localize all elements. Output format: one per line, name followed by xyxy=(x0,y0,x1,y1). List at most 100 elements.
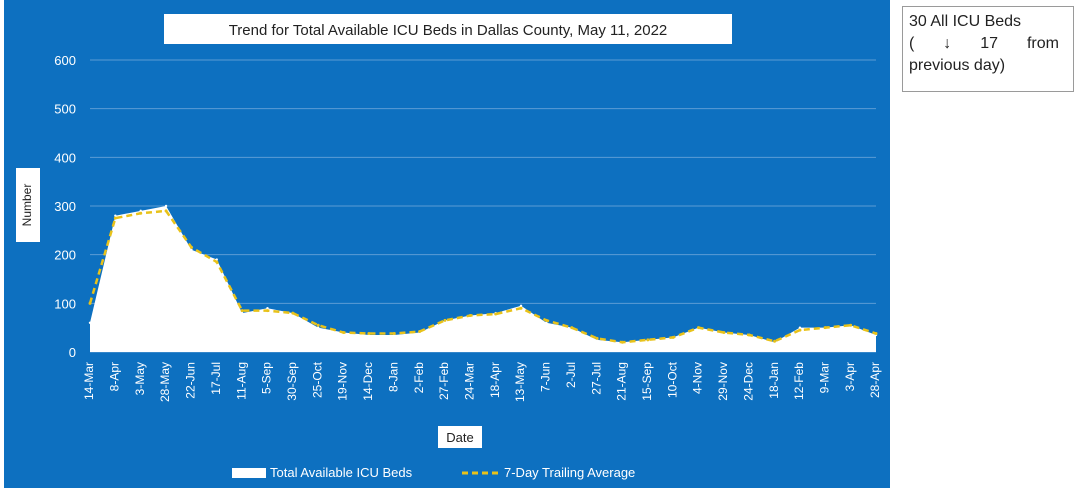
annotation-change-row: ( ↓ 17 from xyxy=(909,33,1059,55)
average-data-point xyxy=(747,333,751,337)
x-tick-label: 4-Nov xyxy=(691,362,705,394)
x-tick-label: 13-May xyxy=(513,362,527,402)
x-tick-label: 25-Oct xyxy=(310,361,324,398)
x-tick-label: 12-Feb xyxy=(792,362,806,400)
series-line-7-day-trailing-average xyxy=(88,209,877,344)
area-data-point xyxy=(545,321,548,324)
average-data-point xyxy=(367,332,371,336)
average-data-point xyxy=(443,318,447,322)
average-data-point xyxy=(823,326,827,330)
x-tick-label: 2-Feb xyxy=(412,362,426,394)
area-data-point xyxy=(798,326,802,329)
average-data-point xyxy=(798,328,802,332)
y-tick-label: 600 xyxy=(54,53,76,68)
average-data-point xyxy=(570,326,574,330)
x-tick-label: 2-Jul xyxy=(564,362,578,388)
x-tick-label: 30-Sep xyxy=(285,362,299,401)
x-tick-label: 27-Feb xyxy=(437,362,451,400)
average-data-point xyxy=(849,323,853,327)
x-tick-label: 14-Dec xyxy=(361,362,375,401)
average-data-point xyxy=(595,336,599,340)
y-tick-label: 100 xyxy=(54,296,76,311)
average-data-point xyxy=(88,301,92,305)
average-data-point xyxy=(316,323,320,327)
average-data-point xyxy=(620,340,624,344)
average-data-point xyxy=(418,330,422,334)
x-tick-label: 29-Nov xyxy=(716,362,730,401)
annotation-open-paren: ( xyxy=(909,35,915,52)
annotation-change-value: 17 xyxy=(980,35,999,52)
average-data-point xyxy=(139,211,143,215)
y-tick-label: 200 xyxy=(54,248,76,263)
x-tick-label: 15-Sep xyxy=(640,362,654,401)
y-tick-label: 0 xyxy=(69,345,76,360)
area-data-point xyxy=(215,258,218,261)
average-data-point xyxy=(189,245,193,249)
average-data-point xyxy=(722,331,726,335)
legend-label-7-day-trailing-average: 7-Day Trailing Average xyxy=(504,465,635,480)
x-tick-label: 3-Apr xyxy=(843,362,857,391)
area-data-point xyxy=(88,321,92,324)
average-data-point xyxy=(265,309,269,313)
annotation-box: 30 All ICU Beds ( ↓ 17 from previous day… xyxy=(902,6,1074,92)
x-tick-label: 28-Apr xyxy=(868,362,882,398)
x-tick-label: 27-Jul xyxy=(589,362,603,395)
x-axis-label: Date xyxy=(446,430,473,445)
area-data-point xyxy=(266,307,269,310)
x-tick-label: 3-May xyxy=(133,362,147,395)
legend-swatch-area xyxy=(232,468,266,478)
x-tick-label: 21-Aug xyxy=(615,362,629,401)
x-axis-label-box xyxy=(438,426,482,448)
x-tick-label: 24-Dec xyxy=(741,362,755,401)
average-data-point xyxy=(646,338,650,342)
average-data-point xyxy=(671,335,675,339)
x-tick-label: 18-Apr xyxy=(488,362,502,398)
average-data-point xyxy=(697,326,701,330)
average-data-point xyxy=(544,318,548,322)
chart-panel: 0 100 200 300 400 500 600 14-Mar 8-Apr 3-May 28-Ma… xyxy=(4,0,890,488)
series-area-total-available-icu-beds xyxy=(90,206,876,352)
average-data-point xyxy=(113,216,117,220)
chart-title: Trend for Total Available ICU Beds in Da… xyxy=(229,22,668,39)
area-data-point xyxy=(316,326,320,329)
area-data-point xyxy=(164,204,168,208)
x-tick-label: 10-Oct xyxy=(665,361,679,398)
average-data-point xyxy=(773,339,777,343)
average-data-point xyxy=(291,311,295,315)
x-tick-label: 17-Jul xyxy=(209,362,223,395)
y-tick-label: 500 xyxy=(54,102,76,117)
x-tick-label: 8-Jan xyxy=(386,362,400,392)
down-arrow-icon: ↓ xyxy=(943,35,952,52)
y-axis-label: Number xyxy=(20,184,34,227)
chart-svg: 0 100 200 300 400 500 600 14-Mar 8-Apr 3-May 28-Ma… xyxy=(16,14,882,480)
y-axis-label-box xyxy=(16,168,40,242)
x-tick-label: 22-Jun xyxy=(184,362,198,399)
average-data-point xyxy=(392,332,396,336)
x-tick-label: 5-Sep xyxy=(260,362,274,394)
area-data-point xyxy=(240,311,244,315)
area-data-point xyxy=(114,214,117,217)
average-data-point xyxy=(342,331,346,335)
average-data-point xyxy=(164,209,168,213)
average-data-point xyxy=(519,306,523,310)
annotation-line1: 30 All ICU Beds xyxy=(909,13,1022,30)
x-tick-label: 8-Apr xyxy=(108,362,122,391)
x-tick-label: 14-Mar xyxy=(82,362,96,400)
area-data-point xyxy=(190,248,193,251)
area-data-point xyxy=(519,304,523,307)
average-data-point xyxy=(215,260,219,264)
annotation-from-text: from xyxy=(1026,35,1059,52)
y-tick-label: 400 xyxy=(54,150,76,165)
x-tick-label: 28-May xyxy=(158,362,172,402)
area-data-point xyxy=(139,209,142,213)
chart-title-box xyxy=(164,14,732,44)
x-tick-label: 18-Jan xyxy=(767,362,781,399)
average-data-point xyxy=(468,314,472,317)
y-tick-label: 300 xyxy=(54,199,76,214)
average-data-point xyxy=(494,312,498,316)
annotation-line3: previous day) xyxy=(909,57,1006,74)
average-data-point xyxy=(874,332,878,336)
x-tick-label: 19-Nov xyxy=(336,362,350,401)
legend-label-total-available-icu-beds: Total Available ICU Beds xyxy=(270,465,413,480)
x-tick-label: 11-Aug xyxy=(234,362,248,400)
